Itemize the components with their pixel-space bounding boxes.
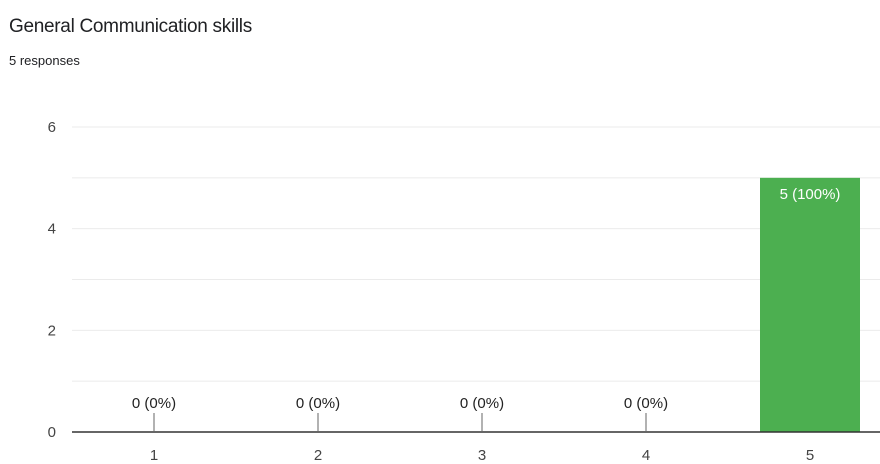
y-tick-label: 6	[48, 119, 56, 136]
x-tick-label: 1	[150, 447, 158, 464]
data-label: 0 (0%)	[624, 395, 668, 412]
data-labels: 0 (0%) 0 (0%) 0 (0%) 0 (0%) 5 (100%)	[132, 186, 841, 432]
y-tick-label: 4	[48, 221, 56, 238]
bars	[760, 177, 860, 432]
chart-title: General Communication skills	[9, 16, 252, 37]
gridlines	[72, 126, 880, 382]
data-label: 0 (0%)	[296, 395, 340, 412]
data-label: 0 (0%)	[132, 395, 176, 412]
x-tick-label: 5	[806, 447, 814, 464]
y-tick-label: 0	[48, 424, 56, 441]
x-axis-ticks: 1 2 3 4 5	[150, 447, 814, 464]
bar-5[interactable]	[760, 177, 860, 432]
x-tick-label: 3	[478, 447, 486, 464]
x-tick-label: 4	[642, 447, 650, 464]
data-label: 5 (100%)	[780, 186, 841, 203]
y-axis-ticks: 0 2 4 6	[48, 119, 56, 441]
x-tick-label: 2	[314, 447, 322, 464]
data-label: 0 (0%)	[460, 395, 504, 412]
y-tick-label: 2	[48, 322, 56, 339]
response-count: 5 responses	[9, 53, 80, 68]
